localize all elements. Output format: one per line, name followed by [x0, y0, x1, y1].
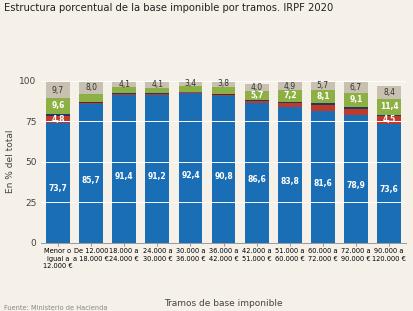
- Bar: [277, 102, 301, 103]
- Bar: [211, 96, 235, 243]
- Bar: [310, 90, 334, 103]
- Bar: [244, 100, 268, 103]
- Bar: [277, 82, 301, 90]
- Bar: [178, 93, 202, 243]
- Bar: [145, 88, 169, 94]
- Text: 3,8: 3,8: [217, 79, 229, 88]
- Text: 7,2: 7,2: [282, 91, 296, 100]
- Bar: [244, 84, 268, 91]
- Bar: [46, 116, 70, 123]
- Bar: [376, 123, 400, 243]
- Bar: [145, 81, 169, 88]
- Bar: [112, 81, 136, 87]
- Y-axis label: En % del total: En % del total: [6, 130, 15, 193]
- Bar: [79, 94, 103, 102]
- Bar: [244, 103, 268, 243]
- Bar: [211, 95, 235, 96]
- Bar: [46, 123, 70, 243]
- Bar: [79, 103, 103, 104]
- Text: 8,1: 8,1: [316, 92, 329, 101]
- Bar: [211, 81, 235, 87]
- Bar: [343, 107, 367, 109]
- Bar: [343, 115, 367, 243]
- Bar: [46, 98, 70, 114]
- Text: 83,8: 83,8: [280, 177, 299, 186]
- Text: 11,4: 11,4: [379, 102, 397, 111]
- Bar: [277, 107, 301, 243]
- Bar: [376, 86, 400, 99]
- Text: 4,1: 4,1: [118, 80, 130, 89]
- Text: 86,6: 86,6: [247, 175, 266, 184]
- Bar: [376, 116, 400, 123]
- Text: 4,8: 4,8: [51, 115, 64, 124]
- Bar: [376, 99, 400, 115]
- Bar: [376, 115, 400, 116]
- Bar: [79, 102, 103, 103]
- Bar: [310, 111, 334, 243]
- Bar: [46, 82, 70, 98]
- Text: 5,7: 5,7: [316, 81, 328, 90]
- Bar: [178, 81, 202, 86]
- Text: 8,0: 8,0: [85, 83, 97, 92]
- Text: 73,6: 73,6: [379, 184, 398, 193]
- Text: 91,2: 91,2: [148, 172, 166, 181]
- Text: 4,1: 4,1: [151, 80, 163, 89]
- Bar: [145, 94, 169, 95]
- Text: 9,1: 9,1: [349, 95, 362, 104]
- Bar: [178, 92, 202, 93]
- Bar: [310, 105, 334, 111]
- Text: Estructura porcentual de la base imponible por tramos. IRPF 2020: Estructura porcentual de la base imponib…: [4, 3, 332, 13]
- Text: 4,9: 4,9: [283, 81, 295, 91]
- Bar: [244, 91, 268, 100]
- Bar: [112, 95, 136, 243]
- Bar: [145, 95, 169, 243]
- Bar: [46, 114, 70, 116]
- Text: 5,7: 5,7: [249, 91, 263, 100]
- Text: 73,7: 73,7: [48, 184, 67, 193]
- Bar: [112, 93, 136, 94]
- Text: 85,7: 85,7: [81, 176, 100, 185]
- Bar: [79, 104, 103, 243]
- Bar: [178, 86, 202, 92]
- Text: 92,4: 92,4: [181, 171, 199, 180]
- Text: 4,0: 4,0: [250, 83, 262, 92]
- Bar: [277, 103, 301, 107]
- Text: 9,6: 9,6: [51, 101, 64, 110]
- Text: 6,7: 6,7: [349, 83, 361, 91]
- Bar: [277, 90, 301, 102]
- Bar: [343, 82, 367, 92]
- Text: 4,5: 4,5: [382, 115, 395, 124]
- Text: 8,4: 8,4: [382, 88, 394, 97]
- Bar: [310, 81, 334, 90]
- Text: 81,6: 81,6: [313, 179, 332, 188]
- Bar: [79, 81, 103, 94]
- Bar: [112, 94, 136, 95]
- Bar: [310, 103, 334, 105]
- Text: 91,4: 91,4: [115, 172, 133, 181]
- Text: 90,8: 90,8: [214, 172, 233, 181]
- Bar: [112, 87, 136, 93]
- Text: 9,7: 9,7: [52, 86, 64, 95]
- Bar: [211, 87, 235, 94]
- Text: 78,9: 78,9: [346, 181, 365, 190]
- Bar: [343, 92, 367, 107]
- Bar: [343, 109, 367, 115]
- Bar: [211, 94, 235, 95]
- Text: 3,4: 3,4: [184, 79, 196, 88]
- Text: Fuente: Ministerio de Hacienda: Fuente: Ministerio de Hacienda: [4, 305, 107, 311]
- Text: Tramos de base imponible: Tramos de base imponible: [164, 299, 282, 308]
